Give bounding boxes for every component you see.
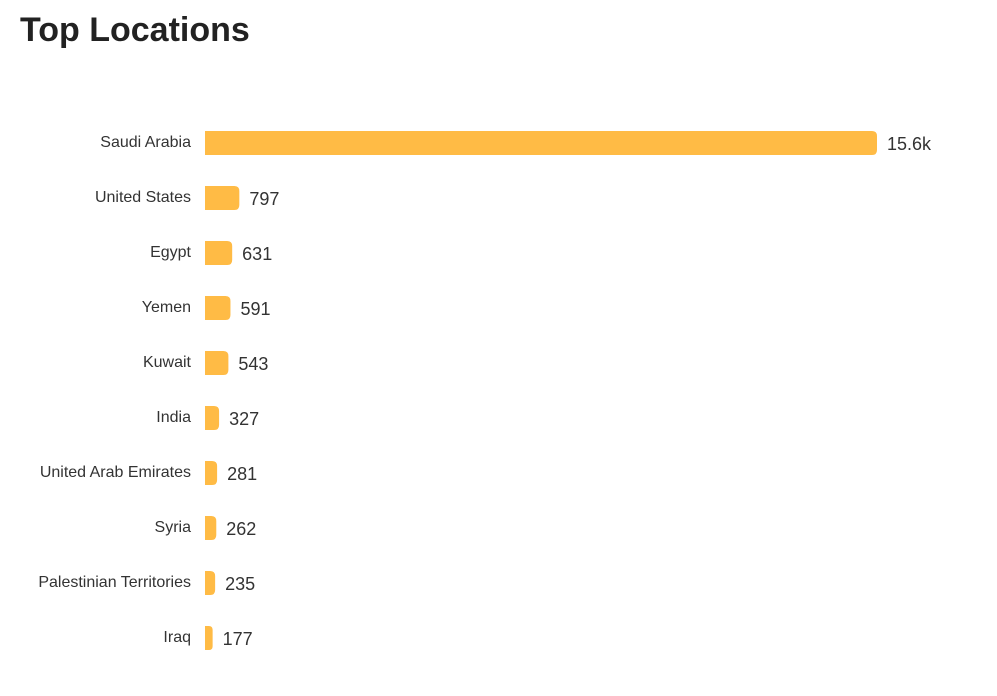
- category-label: Syria: [155, 519, 192, 536]
- chart-title: Top Locations: [20, 11, 250, 49]
- value-label: 281: [227, 464, 257, 484]
- category-label: India: [156, 409, 191, 426]
- category-label: Palestinian Territories: [38, 574, 191, 591]
- bar: [205, 626, 213, 650]
- value-label: 543: [238, 354, 268, 374]
- bar: [205, 131, 877, 155]
- value-label: 15.6k: [887, 134, 932, 154]
- bar: [205, 351, 229, 375]
- value-label: 631: [242, 244, 272, 264]
- bar: [205, 186, 240, 210]
- bar: [205, 406, 220, 430]
- value-label: 262: [226, 519, 256, 539]
- category-label: United Arab Emirates: [40, 464, 191, 481]
- category-label: Kuwait: [143, 354, 192, 371]
- bar: [205, 461, 218, 485]
- category-label: Saudi Arabia: [100, 134, 191, 151]
- value-label: 327: [229, 409, 259, 429]
- category-label: Egypt: [150, 244, 191, 261]
- category-label: Yemen: [142, 299, 191, 316]
- value-label: 235: [225, 574, 255, 594]
- bar: [205, 571, 216, 595]
- bar: [205, 241, 233, 265]
- bar: [205, 516, 217, 540]
- bar: [205, 296, 231, 320]
- category-label: United States: [95, 189, 191, 206]
- value-label: 177: [223, 629, 253, 649]
- category-label: Iraq: [163, 629, 191, 646]
- value-label: 797: [249, 189, 279, 209]
- value-label: 591: [240, 299, 270, 319]
